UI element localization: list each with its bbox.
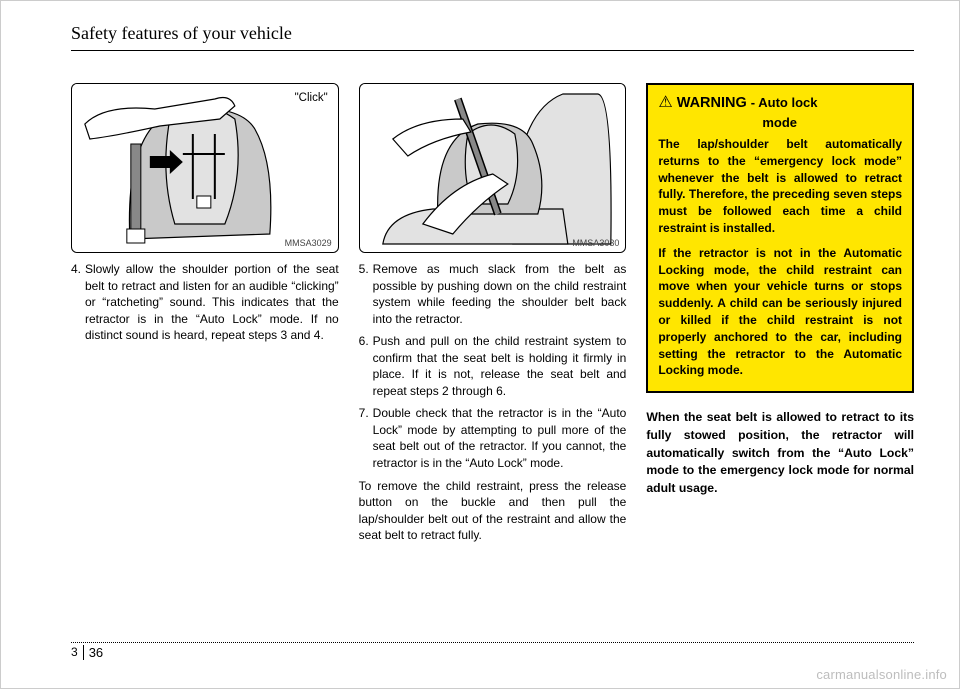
warning-title: WARNING xyxy=(677,95,747,111)
auto-lock-note: When the seat belt is allowed to retract… xyxy=(646,409,914,497)
step-text: Double check that the retractor is in th… xyxy=(373,405,627,471)
warning-subtitle-1: - Auto lock xyxy=(751,95,818,110)
page: Safety features of your vehicle xyxy=(1,1,959,688)
warning-header: ⚠ WARNING - Auto lock xyxy=(658,95,902,111)
page-number: 3 36 xyxy=(71,645,914,660)
step-6: 6. Push and pull on the child restraint … xyxy=(359,333,627,399)
step-7: 7. Double check that the retractor is in… xyxy=(359,405,627,471)
step-5: 5. Remove as much slack from the belt as… xyxy=(359,261,627,327)
page-n: 36 xyxy=(89,645,103,660)
child-seat-illustration-1 xyxy=(72,84,338,252)
step-text: Remove as much slack from the belt as po… xyxy=(373,261,627,327)
step-number: 6. xyxy=(359,333,373,399)
warning-subtitle-2: mode xyxy=(762,115,902,130)
step-text: Push and pull on the child restraint sys… xyxy=(373,333,627,399)
column-1: "Click" MMSA3029 4. Slowly allow the sho… xyxy=(71,83,339,550)
step-number: 4. xyxy=(71,261,85,344)
page-footer: 3 36 xyxy=(71,642,914,660)
section-number: 3 xyxy=(71,645,84,659)
step-number: 5. xyxy=(359,261,373,327)
chapter-title: Safety features of your vehicle xyxy=(71,23,914,51)
warning-box: ⚠ WARNING - Auto lock mode The lap/shoul… xyxy=(646,83,914,393)
figure-click-label: "Click" xyxy=(295,92,328,104)
watermark: carmanualsonline.info xyxy=(816,667,947,682)
warning-icon: ⚠ xyxy=(658,95,672,111)
figure-seat-insert: "Click" MMSA3029 xyxy=(71,83,339,253)
figure-seat-press: MMSA3030 xyxy=(359,83,627,253)
footer-dashline xyxy=(71,642,914,643)
content-columns: "Click" MMSA3029 4. Slowly allow the sho… xyxy=(71,83,914,550)
step-number: 7. xyxy=(359,405,373,471)
column-2: MMSA3030 5. Remove as much slack from th… xyxy=(359,83,627,550)
step-4: 4. Slowly allow the shoulder portion of … xyxy=(71,261,339,344)
figure-code-1: MMSA3029 xyxy=(285,238,332,248)
column-3: ⚠ WARNING - Auto lock mode The lap/shoul… xyxy=(646,83,914,550)
child-seat-illustration-2 xyxy=(360,84,626,252)
step-text: Slowly allow the shoulder portion of the… xyxy=(85,261,339,344)
warning-paragraph-1: The lap/shoulder belt automatically retu… xyxy=(658,136,902,237)
warning-paragraph-2: If the retractor is not in the Automatic… xyxy=(658,245,902,379)
figure-code-2: MMSA3030 xyxy=(572,238,619,248)
removal-paragraph: To remove the child restraint, press the… xyxy=(359,478,627,544)
